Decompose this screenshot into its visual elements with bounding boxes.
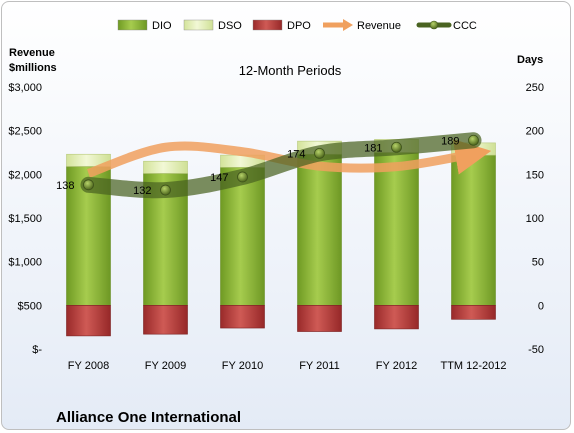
legend-label: DSO bbox=[218, 20, 242, 32]
legend-swatch-dio bbox=[117, 19, 148, 31]
ccc-point bbox=[314, 147, 325, 159]
dpo-bar bbox=[297, 305, 342, 332]
legend-label: Revenue bbox=[357, 20, 401, 32]
dpo-bar bbox=[220, 305, 265, 329]
dpo-bar bbox=[66, 305, 111, 337]
left-tick-label: $500 bbox=[18, 300, 42, 312]
dio-bar bbox=[451, 154, 496, 306]
right-axis-ticks: 250 200 150 100 50 0 -50 bbox=[526, 82, 544, 356]
dio-bar bbox=[297, 153, 342, 306]
ccc-point bbox=[237, 171, 248, 183]
bars bbox=[66, 139, 496, 337]
chart-title: 12-Month Periods bbox=[239, 63, 342, 78]
legend: DIO DSO DPO Revenue CCC bbox=[117, 19, 477, 32]
dio-bar bbox=[374, 152, 419, 306]
left-axis-ticks: $3,000 $2,500 $2,000 $1,500 $1,000 $500 $- bbox=[8, 82, 42, 356]
right-tick-label: 150 bbox=[526, 169, 544, 181]
category-label: FY 2008 bbox=[68, 360, 109, 372]
dpo-bar bbox=[451, 305, 496, 320]
right-tick-label: 200 bbox=[526, 126, 544, 138]
ccc-data-label: 138 bbox=[56, 180, 74, 192]
left-axis-label-line2: $millions bbox=[9, 62, 57, 74]
left-tick-label: $2,000 bbox=[8, 169, 42, 181]
right-tick-label: 50 bbox=[532, 257, 544, 269]
ccc-data-label: 174 bbox=[287, 148, 305, 160]
ccc-point bbox=[160, 184, 171, 196]
dio-bar bbox=[220, 167, 265, 306]
ccc-data-label: 189 bbox=[441, 135, 459, 147]
ccc-data-label: 132 bbox=[133, 185, 151, 197]
category-label: FY 2012 bbox=[376, 360, 417, 372]
company-name: Alliance One International bbox=[56, 409, 241, 426]
ccc-point bbox=[391, 141, 402, 153]
category-label: FY 2011 bbox=[299, 360, 340, 372]
legend-label: CCC bbox=[453, 20, 477, 32]
dpo-bar bbox=[143, 305, 188, 335]
legend-ccc-dot bbox=[429, 20, 439, 30]
ccc-data-label: 181 bbox=[364, 142, 382, 154]
ccc-series: 138 132 147 174 181 189 bbox=[56, 132, 482, 199]
legend-swatch-dso bbox=[183, 19, 214, 31]
right-tick-label: 250 bbox=[526, 82, 544, 94]
ccc-point bbox=[468, 134, 479, 146]
legend-label: DIO bbox=[152, 20, 172, 32]
left-tick-label: $1,500 bbox=[8, 213, 42, 225]
ccc-data-label: 147 bbox=[210, 172, 228, 184]
right-axis-label: Days bbox=[517, 54, 543, 66]
legend-swatch-dpo bbox=[252, 19, 283, 31]
left-axis-label-line1: Revenue bbox=[9, 47, 55, 59]
left-tick-label: $2,500 bbox=[8, 126, 42, 138]
dso-bar bbox=[143, 160, 188, 174]
category-label: FY 2010 bbox=[222, 360, 263, 372]
right-tick-label: -50 bbox=[528, 344, 544, 356]
left-tick-label: $1,000 bbox=[8, 257, 42, 269]
dpo-bar bbox=[374, 305, 419, 330]
left-tick-label: $3,000 bbox=[8, 82, 42, 94]
legend-label: DPO bbox=[287, 20, 311, 32]
right-tick-label: 100 bbox=[526, 213, 544, 225]
ccc-point bbox=[83, 179, 94, 191]
category-label: TTM 12-2012 bbox=[440, 360, 506, 372]
legend-arrowhead bbox=[343, 19, 353, 31]
left-tick-label: $- bbox=[32, 344, 42, 356]
ccc-line bbox=[80, 132, 482, 199]
category-labels: FY 2008 FY 2009 FY 2010 FY 2011 FY 2012 TTM 1… bbox=[68, 360, 507, 372]
category-label: FY 2009 bbox=[145, 360, 186, 372]
right-tick-label: 0 bbox=[538, 300, 544, 312]
